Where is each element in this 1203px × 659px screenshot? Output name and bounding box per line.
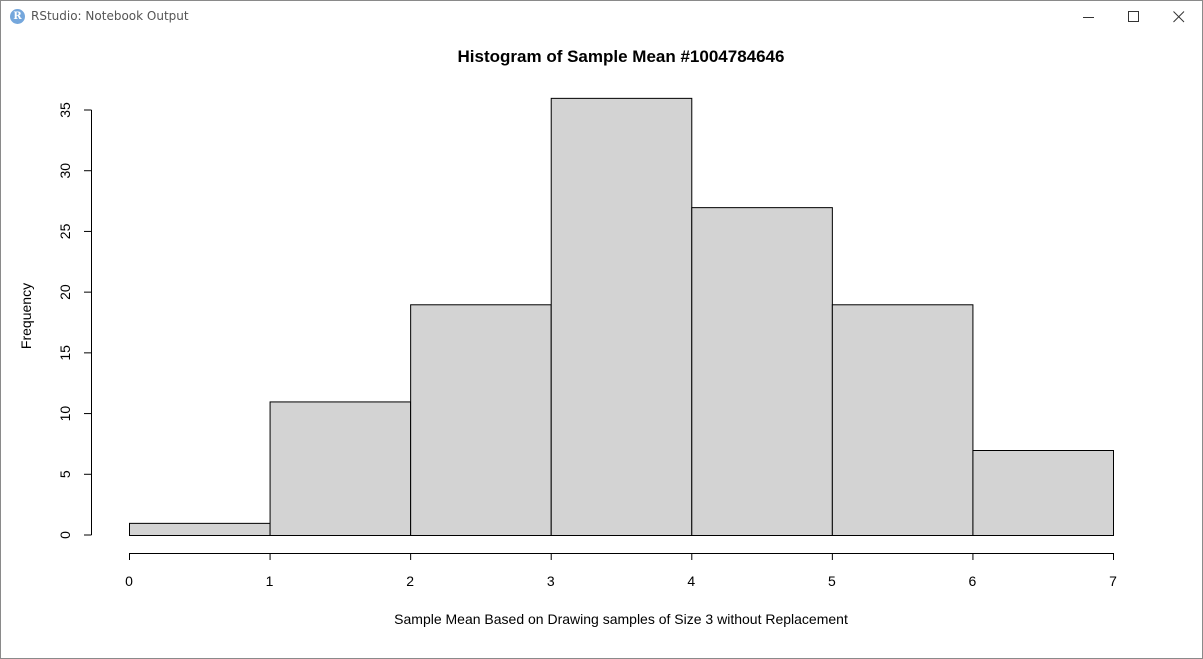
maximize-button[interactable] — [1111, 1, 1157, 32]
y-axis: 0 5 10 15 20 25 30 35 — [57, 102, 92, 539]
histogram-bar-3 — [550, 97, 693, 536]
x-tick-label: 1 — [266, 573, 274, 589]
y-tick-label: 5 — [57, 470, 73, 478]
y-tick-label: 15 — [57, 345, 73, 361]
title-bar[interactable]: R RStudio: Notebook Output — [1, 1, 1202, 32]
y-tick-label: 20 — [57, 284, 73, 300]
histogram-bar-6 — [972, 450, 1115, 536]
y-tick-label: 0 — [57, 531, 73, 539]
bars-group — [129, 97, 1115, 537]
close-button[interactable] — [1156, 1, 1202, 32]
histogram-chart: Histogram of Sample Mean #1004784646 0 5 1… — [18, 47, 1117, 627]
histogram-bar-1 — [269, 401, 412, 536]
histogram-bar-2 — [410, 304, 552, 536]
x-tick-label: 0 — [125, 573, 133, 589]
rstudio-logo-icon: R — [10, 9, 25, 24]
y-tick-label: 10 — [57, 406, 73, 422]
x-tick-label: 5 — [828, 573, 836, 589]
minimize-icon — [1083, 17, 1094, 18]
y-tick-label: 25 — [57, 223, 73, 239]
x-tick-label: 7 — [1109, 573, 1117, 589]
y-tick-label: 30 — [57, 163, 73, 179]
x-tick-label: 6 — [969, 573, 977, 589]
histogram-bar-4 — [691, 207, 833, 536]
close-icon — [1173, 11, 1185, 23]
x-tick-label: 4 — [687, 573, 695, 589]
histogram-bar-5 — [831, 304, 974, 536]
x-tick-label: 3 — [547, 573, 555, 589]
x-axis: 0 1 2 3 4 5 6 7 — [125, 553, 1117, 589]
maximize-icon — [1128, 11, 1139, 22]
histogram-bar-0 — [129, 522, 271, 537]
y-tick-label: 35 — [57, 102, 73, 118]
x-tick-label: 2 — [406, 573, 414, 589]
x-axis-label: Sample Mean Based on Drawing samples of … — [394, 611, 848, 627]
y-axis-label: Frequency — [18, 283, 34, 349]
minimize-button[interactable] — [1066, 1, 1112, 32]
window-title: RStudio: Notebook Output — [31, 9, 189, 23]
chart-title: Histogram of Sample Mean #1004784646 — [458, 47, 785, 66]
